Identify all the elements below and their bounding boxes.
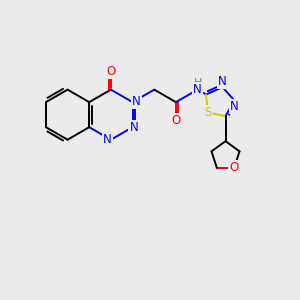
Text: O: O <box>230 161 239 174</box>
Text: N: N <box>193 83 202 96</box>
Text: O: O <box>172 114 181 127</box>
Text: S: S <box>204 106 211 119</box>
Text: O: O <box>106 64 116 78</box>
Text: N: N <box>218 75 227 88</box>
Text: H: H <box>194 78 202 88</box>
Text: N: N <box>130 121 138 134</box>
Text: N: N <box>230 100 239 113</box>
Text: N: N <box>132 95 140 108</box>
Text: N: N <box>103 133 112 146</box>
